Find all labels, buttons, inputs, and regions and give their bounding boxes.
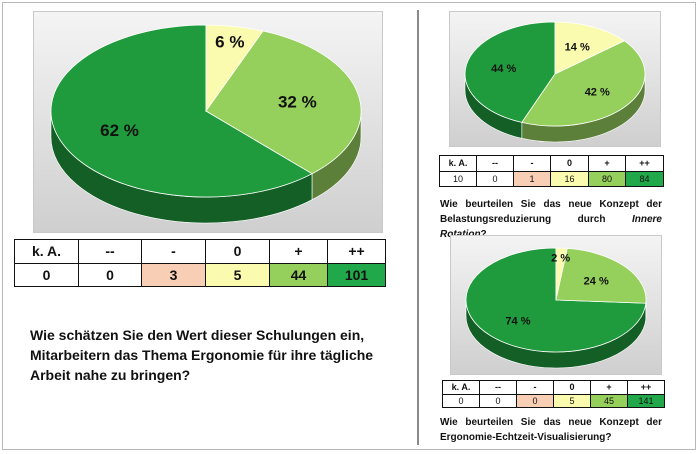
table-2-value-negative: 1 xyxy=(513,170,551,187)
table-2-header-very-positive: ++ xyxy=(625,155,664,172)
chart-2-question-emphasis: Innere Rotation xyxy=(440,214,662,240)
pie-slice xyxy=(555,247,647,304)
table-3-value-negative: 0 xyxy=(516,393,554,408)
table-2-value-ka: 10 xyxy=(439,170,477,187)
pie-slice-label: 2 % xyxy=(551,252,570,264)
pie-slice-label: 24 % xyxy=(584,276,609,288)
table-1-value-very-negative: 0 xyxy=(78,262,142,287)
chart-2-question-line-2-text: Belastungsreduzierung durch xyxy=(440,214,632,225)
table-1-header-neutral: 0 xyxy=(205,239,270,264)
table-2-header-ka: k. A. xyxy=(439,155,477,172)
figure-frame xyxy=(2,2,696,450)
pie-slice xyxy=(50,24,313,198)
chart-2-question-line-2: Belastungsreduzierung durch Innere Rotat… xyxy=(440,212,662,242)
table-1-header-very-negative: -- xyxy=(78,239,142,264)
chart-2-table: k. A. -- - 0 + ++ 10 0 1 16 80 84 xyxy=(439,155,664,187)
chart-1-pie: 62 % 6 % 32 % xyxy=(50,24,362,224)
chart-3-pie: 74 % 2 % 24 % xyxy=(465,247,647,369)
chart-1-question-line-1: Wie schätzen Sie den Wert dieser Schulun… xyxy=(30,327,365,343)
table-3-value-neutral: 5 xyxy=(553,393,591,408)
table-3-value-positive: 45 xyxy=(590,393,628,408)
pie-slice-label: 6 % xyxy=(215,33,244,52)
table-3-header-positive: + xyxy=(590,380,628,395)
pie-slice xyxy=(554,21,626,75)
table-2-value-positive: 80 xyxy=(588,170,626,187)
table-2-value-neutral: 16 xyxy=(550,170,589,187)
table-1-header-negative: - xyxy=(141,239,206,264)
pie-slice xyxy=(464,21,556,123)
chart-3-question-line-1: Wie beurteilen Sie das neue Konzept der xyxy=(440,417,662,428)
table-3-header-ka: k. A. xyxy=(442,380,480,395)
table-2-header-neutral: 0 xyxy=(550,155,589,172)
chart-2-question-line-1: Wie beurteilen Sie das neue Konzept der xyxy=(440,199,662,210)
chart-1-question-line-2: Mitarbeitern das Thema Ergonomie für ihr… xyxy=(30,347,374,363)
table-1-value-ka: 0 xyxy=(14,262,79,287)
table-1-header-very-positive: ++ xyxy=(327,239,386,264)
table-1-header-positive: + xyxy=(269,239,328,264)
pie-slice-label: 42 % xyxy=(585,87,610,99)
pie-slice-label: 62 % xyxy=(100,121,139,140)
column-divider xyxy=(417,10,419,445)
chart-2-question-end: ? xyxy=(481,229,487,240)
chart-1-table: k. A. -- - 0 + ++ 0 0 3 5 44 101 xyxy=(14,239,386,287)
table-1-value-positive: 44 xyxy=(269,262,328,287)
table-1-value-very-positive: 101 xyxy=(327,262,386,287)
chart-2-question: Wie beurteilen Sie das neue Konzept der … xyxy=(440,197,662,242)
chart-2-pie: 44 % 14 % 42 % xyxy=(464,21,646,143)
pie-slice-label: 14 % xyxy=(565,42,590,54)
table-3-value-ka: 0 xyxy=(442,393,480,408)
chart-3-question: Wie beurteilen Sie das neue Konzept der … xyxy=(440,415,662,445)
chart-1-question-line-3: Arbeit nahe zu bringen? xyxy=(30,367,191,383)
table-3-value-very-negative: 0 xyxy=(479,393,517,408)
table-3-header-negative: - xyxy=(516,380,554,395)
table-3-header-neutral: 0 xyxy=(553,380,591,395)
table-3-header-very-negative: -- xyxy=(479,380,517,395)
table-2-value-very-negative: 0 xyxy=(476,170,514,187)
table-3-header-very-positive: ++ xyxy=(627,380,665,395)
table-3-value-very-positive: 141 xyxy=(627,393,665,408)
pie-slice xyxy=(205,30,362,175)
table-1-header-ka: k. A. xyxy=(14,239,79,264)
pie-slice-label: 74 % xyxy=(505,315,530,327)
pie-slice-label: 44 % xyxy=(491,63,516,75)
chart-1-question: Wie schätzen Sie den Wert dieser Schulun… xyxy=(30,325,390,385)
table-2-header-negative: - xyxy=(513,155,551,172)
table-2-header-positive: + xyxy=(588,155,626,172)
pie-slice xyxy=(521,40,646,127)
chart-3-question-line-2: Ergonomie-Echtzeit-Visualisierung? xyxy=(440,432,612,443)
chart-3-table: k. A. -- - 0 + ++ 0 0 0 5 45 141 xyxy=(442,380,665,408)
table-2-header-very-negative: -- xyxy=(476,155,514,172)
table-1-value-negative: 3 xyxy=(141,262,206,287)
table-2-value-very-positive: 84 xyxy=(625,170,664,187)
table-1-value-neutral: 5 xyxy=(205,262,270,287)
pie-slice-label: 32 % xyxy=(278,92,317,111)
